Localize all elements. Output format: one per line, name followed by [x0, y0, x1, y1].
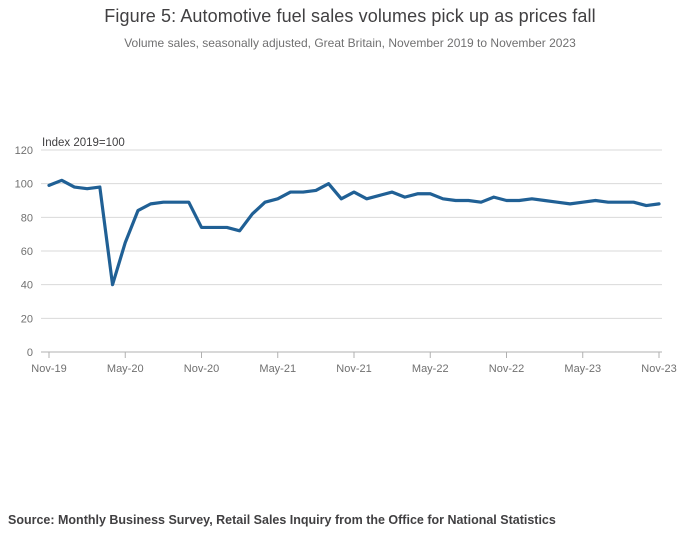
y-tick-label: 80	[21, 212, 33, 224]
fuel-sales-line-chart: 0 20 40 60 80 100 120 Index 2019=100 Nov-19 May-2…	[15, 137, 677, 375]
x-tick-label: May-21	[259, 363, 296, 375]
y-tick-label: 120	[15, 145, 33, 157]
x-tick-label: May-20	[107, 363, 144, 375]
x-tick-label: Nov-23	[641, 363, 676, 375]
x-tick-label: May-23	[564, 363, 601, 375]
x-tick-label: Nov-20	[184, 363, 219, 375]
source-note: Source: Monthly Business Survey, Retail …	[8, 513, 556, 527]
gridlines	[41, 149, 662, 319]
unit-label: Index 2019=100	[42, 137, 125, 149]
y-tick-label: 100	[15, 179, 33, 191]
x-axis-labels: Nov-19 May-20 Nov-20 May-21 Nov-21 May-22 Nov-…	[31, 352, 677, 375]
y-tick-label: 20	[21, 313, 33, 325]
chart-title: Figure 5: Automotive fuel sales volumes …	[104, 6, 596, 26]
y-tick-label: 40	[21, 280, 33, 292]
y-axis-labels: 0 20 40 60 80 100 120	[15, 145, 33, 359]
y-tick-label: 0	[27, 347, 33, 359]
x-tick-label: Nov-19	[31, 363, 66, 375]
x-tick-label: Nov-21	[336, 363, 371, 375]
y-tick-label: 60	[21, 246, 33, 258]
fuel-sales-line	[47, 178, 661, 287]
x-tick-label: May-22	[412, 363, 449, 375]
x-tick-label: Nov-22	[489, 363, 524, 375]
chart-subtitle: Volume sales, seasonally adjusted, Great…	[124, 36, 576, 50]
